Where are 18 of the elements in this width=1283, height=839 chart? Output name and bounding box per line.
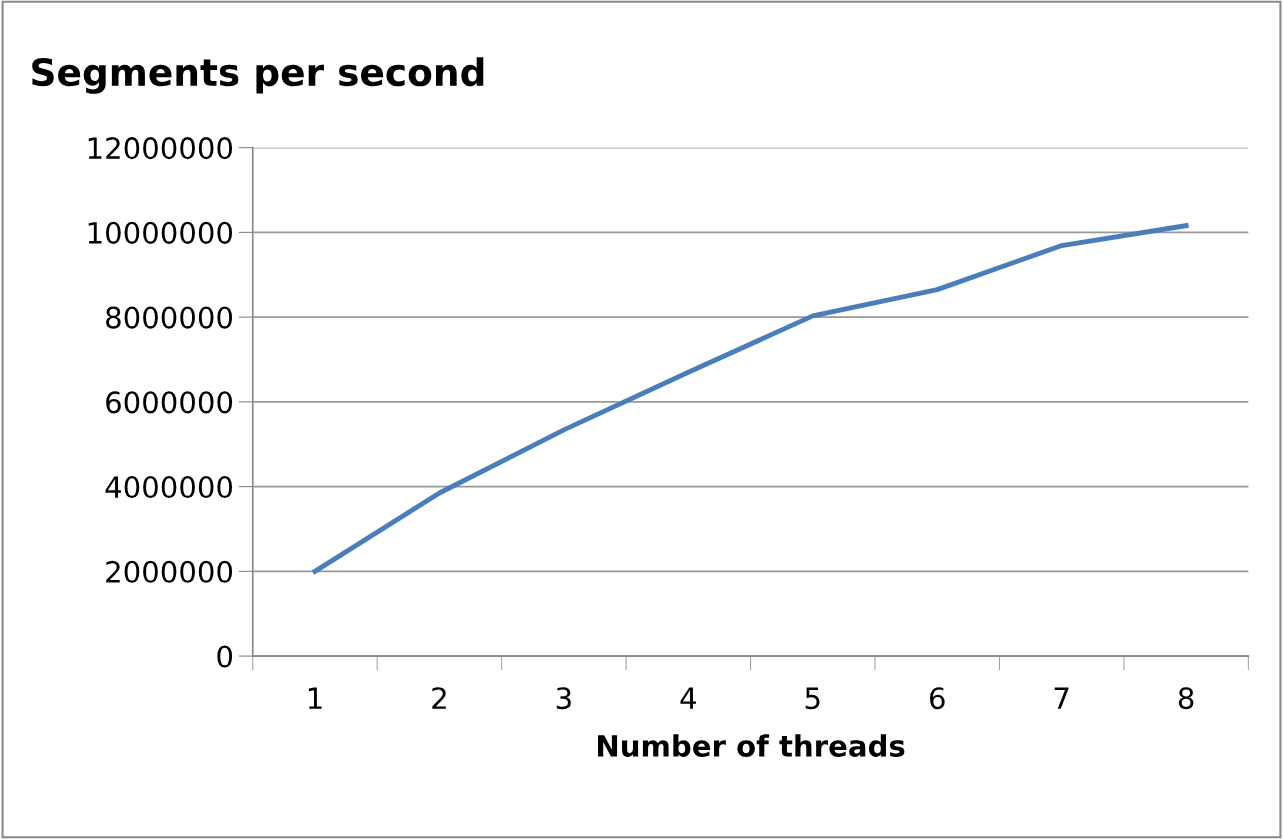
x-tick-label: 7: [1054, 687, 1069, 709]
x-tick-label: 2: [432, 687, 446, 709]
y-tick-label: 6000000: [106, 391, 233, 414]
x-tick-label: 4: [680, 687, 696, 709]
x-axis-title: Number of threads: [598, 734, 905, 757]
x-tick-label: 8: [1178, 687, 1194, 710]
y-tick-label: 8000000: [106, 306, 233, 329]
x-tick-label: 6: [929, 687, 945, 710]
y-tick-label: 4000000: [105, 476, 233, 499]
y-tick-label: 12000000: [88, 137, 233, 160]
line-series: [312, 223, 1189, 574]
x-tick-label: 3: [556, 687, 571, 710]
x-tick-label: 1: [308, 687, 322, 709]
x-tick-label: 5: [805, 687, 820, 710]
y-tick-label: 0: [217, 645, 233, 668]
y-tick-label: 10000000: [88, 221, 233, 244]
y-tick-label: 2000000: [106, 560, 233, 583]
chart-title: Segments per second: [32, 57, 484, 94]
